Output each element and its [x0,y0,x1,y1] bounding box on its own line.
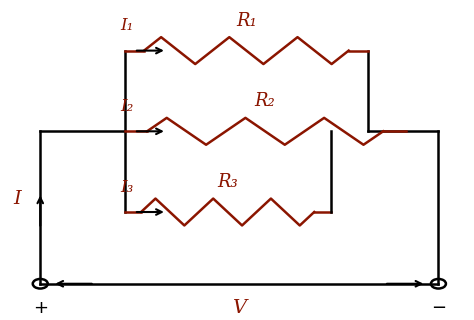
Text: I₃: I₃ [120,179,133,196]
Text: I₁: I₁ [120,17,133,34]
Text: I: I [13,189,21,208]
Text: I₂: I₂ [120,98,133,115]
Text: +: + [33,299,48,317]
Text: V: V [232,299,246,317]
Text: R₂: R₂ [255,92,275,110]
Text: R₃: R₃ [217,173,238,191]
Text: −: − [431,299,446,317]
Text: R₁: R₁ [236,12,257,30]
